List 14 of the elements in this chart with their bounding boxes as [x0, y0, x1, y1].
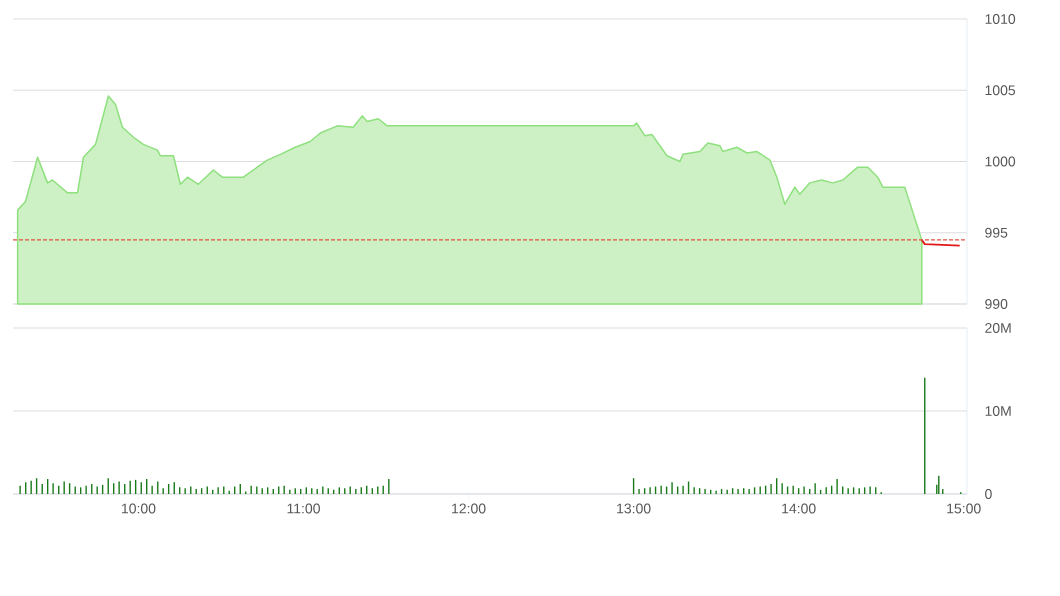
x-tick-label: 15:00: [947, 503, 981, 514]
x-tick-label: 13:00: [617, 503, 651, 514]
y-tick-label: 0: [985, 489, 992, 499]
y-tick-label: 1000: [985, 156, 1016, 167]
y-tick-label: 10M: [985, 406, 1011, 416]
x-tick-label: 12:00: [452, 503, 486, 514]
x-tick-label: 10:00: [122, 503, 156, 514]
x-tick-label: 14:00: [782, 503, 816, 514]
y-tick-label: 990: [985, 299, 1008, 309]
y-tick-label: 1010: [985, 14, 1016, 24]
y-tick-label: 20M: [985, 323, 1011, 333]
y-tick-label: 1005: [985, 85, 1016, 96]
x-tick-label: 11:00: [287, 503, 320, 514]
y-tick-label: 995: [985, 227, 1008, 238]
